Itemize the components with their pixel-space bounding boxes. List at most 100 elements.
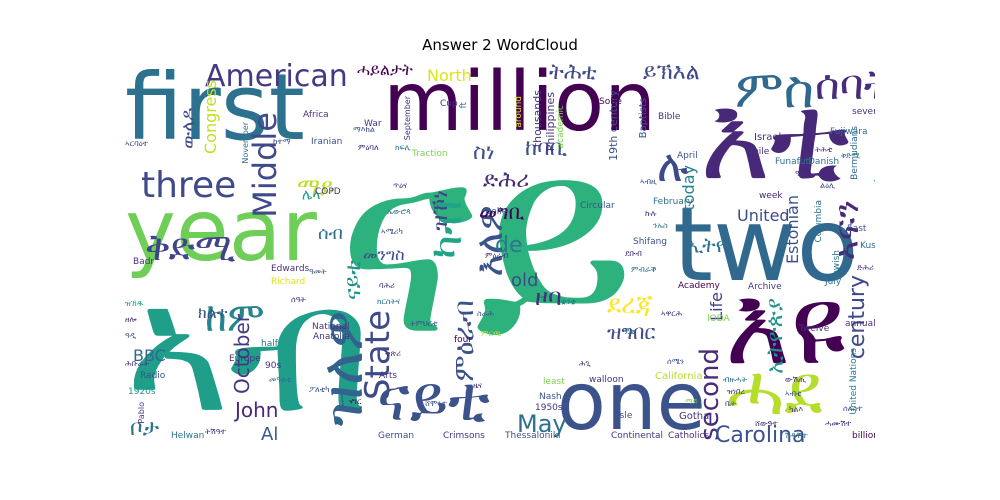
word: Archive (748, 282, 782, 292)
word: Europe (229, 354, 261, 364)
word: IODA (707, 314, 730, 324)
word: Anatolia (313, 332, 350, 342)
word: ካልእ (789, 405, 804, 414)
word: around (514, 96, 524, 128)
word: three (141, 165, 237, 206)
word: first (125, 60, 305, 161)
word: Badr (133, 257, 155, 267)
word: Africa (303, 110, 329, 120)
word: ትሽዓተ (205, 427, 226, 436)
word: ሰለስተ (843, 404, 863, 413)
word: Shifang (633, 237, 668, 247)
word: Danish (808, 157, 840, 167)
word: century (845, 275, 870, 360)
word: ሕቡራት (125, 359, 149, 368)
word: Circular (580, 201, 615, 211)
word: Iranian (311, 137, 343, 147)
word: ናይቲ (341, 260, 366, 301)
word: Baptists (638, 98, 649, 139)
word: Academy (678, 281, 720, 291)
word: de (495, 233, 523, 258)
word: ዝግበር (607, 320, 656, 344)
word: ማይ (297, 173, 335, 201)
word: BBC (133, 346, 166, 365)
word: ናይ (337, 91, 635, 393)
word-cloud: ናይ first million እቲ year two እዩ one ኣብ ዝ… (125, 60, 875, 445)
word: February (653, 197, 693, 207)
word: Twelve (799, 324, 830, 334)
word: ኩሉ (645, 209, 657, 218)
word: ማይ (685, 397, 698, 406)
word: ሸውዓተ (755, 419, 778, 428)
word: walloon (589, 375, 624, 385)
word: Philippines (544, 92, 557, 152)
word: ምስ (735, 60, 815, 120)
word: Fujiwara (830, 127, 868, 137)
word: Catholics (668, 431, 710, 441)
word: ft (459, 102, 469, 109)
word: ሽዱሽተ (785, 431, 808, 440)
word: ሰብ (318, 223, 343, 244)
word: እቲ (700, 68, 850, 206)
word: ስነ (473, 140, 495, 165)
word: April (677, 151, 698, 161)
word: ቋንቋ (561, 297, 576, 306)
word: መግቢ (479, 200, 525, 224)
word: East (847, 224, 867, 234)
word: two (673, 186, 859, 305)
word: ድሕሪ (857, 263, 874, 272)
word: ቤት (725, 399, 736, 408)
word: Isle (617, 411, 633, 421)
word: ሌላ (302, 187, 321, 203)
word: ዘሎ (125, 315, 137, 324)
word: 1920s (128, 387, 156, 397)
word: several (852, 107, 875, 117)
word: ሉ (657, 141, 689, 192)
word: ድሕሪ (483, 168, 530, 193)
word: ዜና (473, 381, 483, 390)
word: ሓሙሽተ (825, 419, 852, 428)
word: ኢትዮጵያ (763, 298, 788, 374)
word: ኣብ (125, 245, 371, 445)
word: Al (261, 424, 279, 445)
word: ሸሞንተ (425, 399, 447, 408)
word: ኢትዮ (687, 233, 730, 257)
word: ዓቢ (795, 169, 807, 178)
word: four (454, 335, 473, 345)
word: ዝኾነ (428, 190, 453, 231)
word: million (383, 60, 657, 150)
word: ኣዋርሕ (661, 309, 683, 318)
word: ኣብዚ (640, 177, 657, 186)
word: ዓዲ (125, 331, 137, 340)
word: one (557, 355, 706, 445)
word: least (543, 377, 565, 387)
word: Belle (485, 207, 508, 217)
word: ዝኸዱ (125, 299, 144, 308)
word: United (737, 206, 790, 225)
word: May (517, 410, 567, 438)
word: November (241, 122, 250, 164)
word: North (427, 66, 472, 85)
word: ሰሜን (667, 357, 684, 366)
word: መንግስ (363, 245, 405, 264)
word: ምርጫ (481, 329, 502, 338)
word: ኣርባዕተ (125, 139, 149, 148)
word: Cup (440, 99, 458, 109)
word: Helwan (171, 431, 205, 441)
word: 90s (265, 361, 282, 371)
word: ኣብቲ (785, 389, 802, 398)
word: academic (556, 105, 566, 149)
word: half (261, 339, 278, 349)
word: Continental (611, 431, 664, 441)
word: መዓልቲ (269, 375, 292, 384)
word: ምብራቕ (631, 265, 657, 274)
word: ጥዕና (393, 181, 408, 190)
word: ቁጽሪ (385, 349, 401, 358)
word: Middle (246, 112, 284, 218)
word: ልዕሊ (820, 181, 836, 190)
word: ሕጊ (579, 359, 591, 368)
word: ማእከል (353, 125, 375, 134)
word: thousands (531, 90, 544, 148)
word: American (205, 60, 348, 94)
word: old (511, 270, 539, 291)
